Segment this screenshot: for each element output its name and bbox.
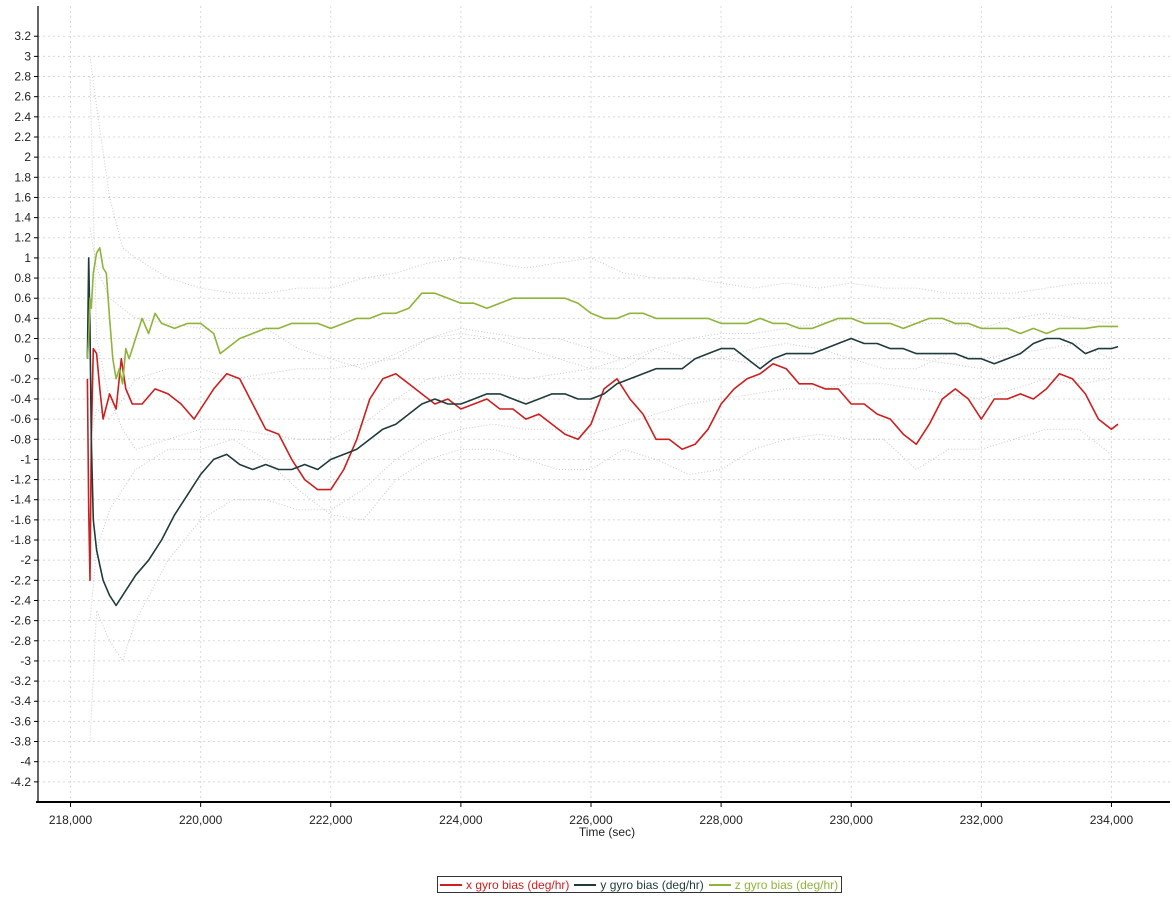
- y-tick-label: -3.6: [10, 714, 31, 728]
- x-tick-label: 218,000: [49, 813, 93, 827]
- y-tick-label: -2.6: [10, 614, 31, 628]
- y-tick-label: -0.4: [10, 392, 31, 406]
- y-tick-label: -1.2: [10, 473, 31, 487]
- legend-item-z: z gyro bias (deg/hr): [708, 877, 839, 892]
- y-tick-label: 0.6: [14, 291, 31, 305]
- y-tick-label: 2.2: [14, 130, 31, 144]
- y-tick-label: -0.2: [10, 372, 31, 386]
- y-tick-label: 1.6: [14, 190, 31, 204]
- y-tick-label: 3: [24, 49, 31, 63]
- legend-swatch-z: [708, 883, 731, 886]
- y-tick-label: -2.2: [10, 573, 31, 587]
- legend-swatch-x: [440, 883, 462, 886]
- y-tick-labels: 3.2 3 2.8 2.6 2.4 2.2 2 1.8 1.6 1.4 1.2 1 0.8 0.6 0.4 0…: [10, 29, 31, 789]
- legend-label-z: z gyro bias (deg/hr): [734, 877, 839, 892]
- y-tick-label: -3.2: [10, 674, 31, 688]
- series-line-y-gyro-bias: [86, 257, 1119, 607]
- x-tick-label: 226,000: [569, 813, 613, 827]
- legend-swatch-y: [574, 883, 597, 886]
- y-tick-label: -3.8: [10, 735, 31, 749]
- y-tick-label: 1.8: [14, 170, 31, 184]
- y-tick-label: 1.2: [14, 231, 31, 245]
- y-tick-label: -2.4: [10, 593, 31, 607]
- y-tick-label: -1: [20, 452, 31, 466]
- y-tick-label: 1: [24, 251, 31, 265]
- y-tick-label: -0.6: [10, 412, 31, 426]
- axes: [34, 6, 1170, 807]
- y-tick-label: 0.8: [14, 271, 31, 285]
- y-tick-label: 2.6: [14, 90, 31, 104]
- bound-x-lower: [89, 428, 1112, 621]
- y-tick-label: -1.4: [10, 493, 31, 507]
- x-tick-label: 234,000: [1090, 813, 1134, 827]
- y-tick-label: -1.6: [10, 513, 31, 527]
- bound-z-lower: [89, 327, 1112, 440]
- y-tick-label: 1.4: [14, 211, 31, 225]
- series-lines: [86, 247, 1119, 607]
- legend-item-x: x gyro bias (deg/hr): [440, 878, 569, 892]
- y-tick-label: 0.2: [14, 332, 31, 346]
- y-tick-label: 2.4: [14, 110, 31, 124]
- x-tick-label: 220,000: [179, 813, 223, 827]
- y-tick-label: -1.8: [10, 533, 31, 547]
- x-tick-label: 228,000: [699, 813, 743, 827]
- x-tick-label: 224,000: [439, 813, 483, 827]
- y-tick-label: -2: [20, 553, 31, 567]
- x-tick-label: 232,000: [960, 813, 1004, 827]
- y-tick-label: -3: [20, 654, 31, 668]
- series-line-x-gyro-bias: [86, 347, 1119, 582]
- legend-label-x: x gyro bias (deg/hr): [466, 877, 570, 892]
- x-tick-label: 230,000: [830, 813, 874, 827]
- y-tick-label: 0: [24, 352, 31, 366]
- legend-item-y: y gyro bias (deg/hr): [574, 877, 704, 892]
- y-tick-label: -4.2: [10, 775, 31, 789]
- legend-label-y: y gyro bias (deg/hr): [600, 877, 704, 892]
- y-tick-label: 0.4: [14, 311, 31, 325]
- legend: x gyro bias (deg/hr) y gyro bias (deg/hr…: [437, 876, 843, 893]
- x-tick-labels: 218,000 220,000 222,000 224,000 226,000 228,0…: [49, 813, 1134, 827]
- y-tick-label: -0.8: [10, 432, 31, 446]
- y-tick-label: 3.2: [14, 29, 31, 43]
- bound-x-upper: [89, 227, 1112, 370]
- series-line-z-gyro-bias: [86, 247, 1118, 385]
- y-tick-label: -2.8: [10, 634, 31, 648]
- y-tick-label: 2: [24, 150, 31, 164]
- x-axis-title: Time (sec): [579, 825, 635, 839]
- x-tick-label: 222,000: [309, 813, 353, 827]
- y-tick-label: -4: [20, 755, 31, 769]
- grid: [38, 6, 1170, 802]
- y-tick-label: -3.4: [10, 694, 31, 708]
- y-tick-label: 2.8: [14, 70, 31, 84]
